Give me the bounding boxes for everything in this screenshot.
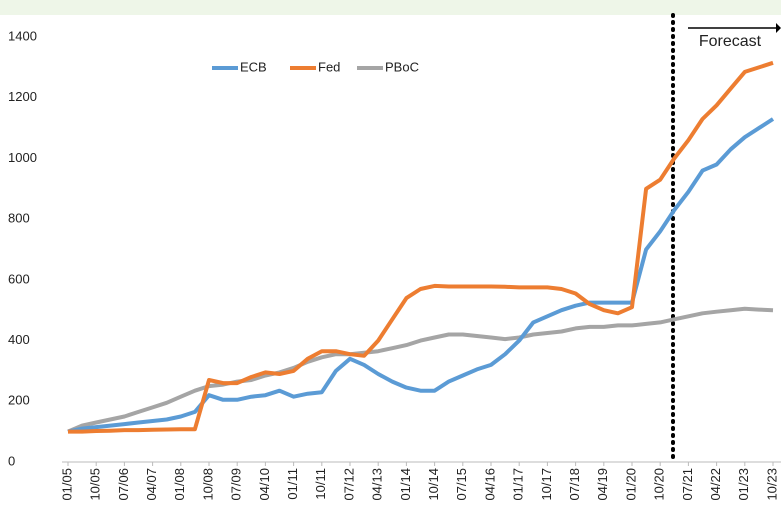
x-tick-label: 04/07 <box>144 468 159 501</box>
y-tick-label: 600 <box>8 271 30 286</box>
y-tick-label: 1000 <box>8 150 37 165</box>
x-tick-label: 01/20 <box>623 468 638 501</box>
y-tick-label: 0 <box>8 453 15 468</box>
y-tick-label: 1200 <box>8 89 37 104</box>
x-tick-label: 01/08 <box>172 468 187 501</box>
x-tick-label: 04/16 <box>482 468 497 501</box>
x-tick-label: 01/17 <box>511 468 526 501</box>
x-tick-label: 04/10 <box>257 468 272 501</box>
legend-label: Fed <box>318 59 340 74</box>
x-tick-label: 10/14 <box>426 468 441 501</box>
x-tick-label: 01/23 <box>736 468 751 501</box>
forecast-label: Forecast <box>699 33 762 50</box>
x-tick-label: 07/15 <box>454 468 469 501</box>
series-line <box>68 60 774 434</box>
x-tick-label: 10/17 <box>539 468 554 501</box>
x-tick-label: 01/14 <box>398 468 413 501</box>
x-tick-label: 04/22 <box>708 468 723 501</box>
y-tick-label: 800 <box>8 211 30 226</box>
y-tick-label: 400 <box>8 332 30 347</box>
y-tick-label: 200 <box>8 393 30 408</box>
legend-label: PBoC <box>385 59 419 74</box>
x-tick-label: 07/06 <box>116 468 131 501</box>
x-tick-label: 10/05 <box>88 468 103 501</box>
x-tick-label: 07/21 <box>680 468 695 501</box>
x-tick-label: 01/11 <box>285 468 300 500</box>
x-tick-label: 01/05 <box>59 468 74 501</box>
x-tick-label: 04/13 <box>370 468 385 501</box>
x-tick-label: 10/23 <box>764 468 779 501</box>
x-tick-label: 07/09 <box>229 468 244 501</box>
x-tick-label: 07/12 <box>341 468 356 501</box>
x-tick-label: 04/19 <box>595 468 610 501</box>
legend-label: ECB <box>240 59 267 74</box>
forecast-arrowhead <box>776 23 781 33</box>
series-line <box>67 306 774 434</box>
x-tick-label: 10/20 <box>652 468 667 501</box>
y-tick-label: 1400 <box>8 28 37 43</box>
x-tick-label: 07/18 <box>567 468 582 501</box>
x-tick-label: 10/08 <box>200 468 215 501</box>
x-tick-label: 10/11 <box>313 468 328 500</box>
top-band <box>0 0 781 15</box>
series-line <box>67 117 775 434</box>
